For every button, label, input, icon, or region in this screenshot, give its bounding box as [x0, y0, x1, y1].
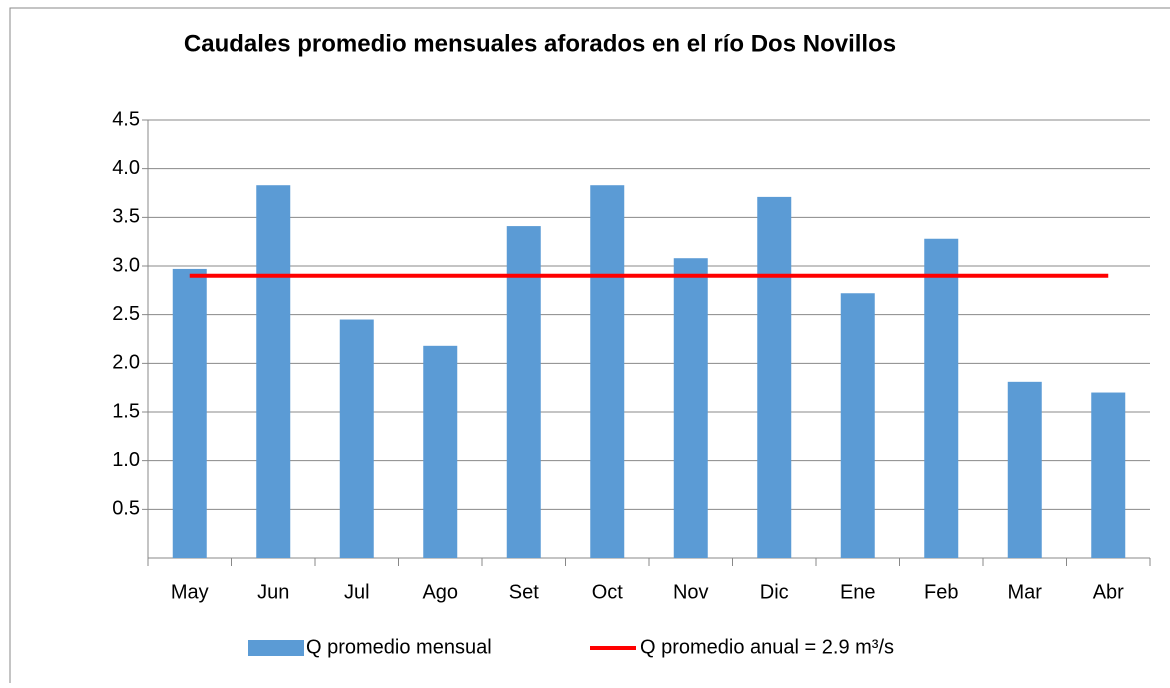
- y-tick-label: 3.0: [112, 254, 140, 276]
- x-tick-label: Mar: [1008, 581, 1043, 603]
- bar: [339, 319, 374, 558]
- bar: [256, 185, 291, 559]
- x-tick-label: Jun: [257, 581, 289, 603]
- bar: [1007, 381, 1042, 558]
- y-tick-label: 4.0: [112, 157, 140, 179]
- x-tick-label: Nov: [673, 581, 709, 603]
- x-tick-label: Ene: [840, 581, 876, 603]
- y-tick-label: 0.5: [112, 498, 140, 520]
- y-tick-label: 1.0: [112, 449, 140, 471]
- x-tick-label: Feb: [924, 581, 958, 603]
- y-tick-label: 2.0: [112, 352, 140, 374]
- legend-label: Q promedio anual = 2.9 m³/s: [640, 636, 894, 658]
- x-tick-label: Oct: [592, 581, 624, 603]
- x-tick-label: May: [171, 581, 209, 603]
- x-tick-label: Dic: [760, 581, 789, 603]
- y-tick-label: 2.5: [112, 303, 140, 325]
- bar: [506, 226, 541, 559]
- bar: [423, 345, 458, 558]
- x-tick-label: Ago: [422, 581, 458, 603]
- chart-title: Caudales promedio mensuales aforados en …: [184, 30, 896, 57]
- x-tick-label: Jul: [344, 581, 370, 603]
- bar: [172, 268, 207, 558]
- bar: [673, 258, 708, 558]
- bar: [1091, 392, 1126, 558]
- x-tick-label: Set: [509, 581, 539, 603]
- y-tick-label: 3.5: [112, 206, 140, 228]
- x-tick-label: Abr: [1093, 581, 1124, 603]
- chart-border: [9, 7, 1170, 688]
- y-tick-label: 1.5: [112, 400, 140, 422]
- bar: [840, 293, 875, 558]
- bar: [924, 238, 959, 558]
- y-tick-label: 4.5: [112, 108, 140, 130]
- legend-swatch: [248, 640, 304, 656]
- bar: [590, 185, 625, 559]
- bar: [757, 196, 792, 559]
- legend-label: Q promedio mensual: [306, 636, 492, 658]
